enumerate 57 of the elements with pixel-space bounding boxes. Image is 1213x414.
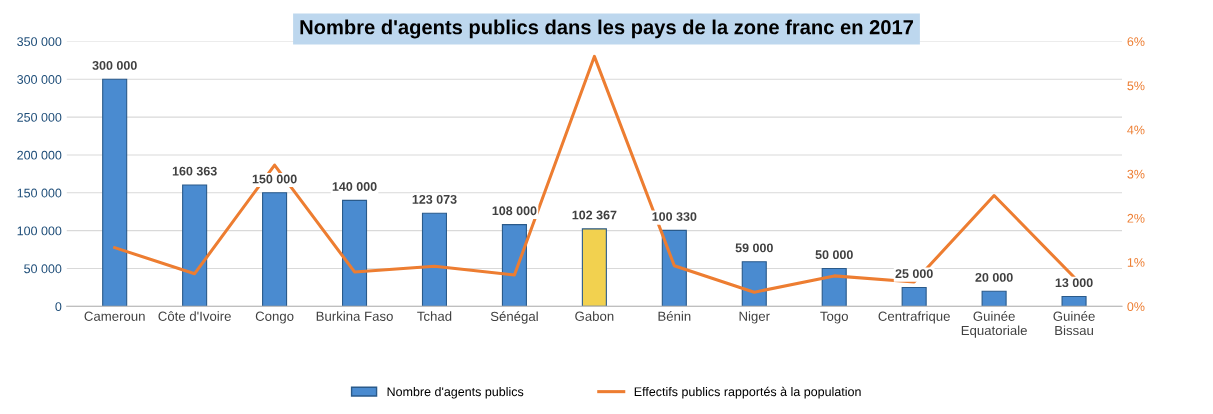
y2-tick-label: 5% xyxy=(1127,81,1145,91)
data-label: 300 000 xyxy=(92,60,137,70)
y2-tick-label: 0% xyxy=(1127,302,1145,312)
y2-tick-label: 3% xyxy=(1127,169,1145,179)
bar xyxy=(901,286,927,307)
legend-label: Nombre d'agents publics xyxy=(387,386,524,399)
x-tick-label: Tchad xyxy=(417,311,452,321)
y2-tick-label: 1% xyxy=(1127,258,1145,267)
x-tick-label: Sénégal xyxy=(490,311,538,324)
y-tick-label: 50 000 xyxy=(24,264,62,274)
data-label: 25 000 xyxy=(895,269,933,279)
y2-tick-label: 6% xyxy=(1127,37,1145,47)
x-tick-label: Guinée Equatoriale xyxy=(961,311,1027,338)
bar xyxy=(821,267,847,307)
data-label: 50 000 xyxy=(815,250,853,260)
x-tick-label: Gabon xyxy=(575,311,614,321)
x-tick-label: Côte d'Ivoire xyxy=(158,311,231,321)
x-tick-label: Guinée Bissau xyxy=(1053,311,1095,336)
bar xyxy=(981,290,1007,307)
data-label: 100 330 xyxy=(652,212,697,222)
x-tick-label: Bénin xyxy=(658,311,691,321)
data-label: 108 000 xyxy=(492,206,537,216)
y-tick-label: 100 000 xyxy=(17,226,62,236)
y2-tick-label: 2% xyxy=(1127,213,1145,223)
y-tick-label: 300 000 xyxy=(17,75,62,84)
y-tick-label: 150 000 xyxy=(17,188,62,198)
y-tick-label: 0 xyxy=(55,302,62,312)
bar xyxy=(421,212,448,307)
data-label: 123 073 xyxy=(412,194,457,204)
bar xyxy=(182,184,208,307)
bar xyxy=(341,199,368,307)
x-tick-label: Niger xyxy=(739,311,770,324)
y2-tick-label: 4% xyxy=(1127,125,1145,135)
y-tick-label: 250 000 xyxy=(17,112,62,122)
data-label: 59 000 xyxy=(735,243,773,253)
data-label: 140 000 xyxy=(332,182,377,191)
chart-title: Nombre d'agents publics dans les pays de la zone franc en 2017 xyxy=(300,19,914,39)
x-tick-label: Cameroun xyxy=(84,311,145,321)
x-tick-label: Togo xyxy=(820,311,848,324)
x-tick-label: Burkina Faso xyxy=(316,311,393,321)
x-tick-label: Congo xyxy=(255,311,294,324)
data-label: 160 363 xyxy=(172,166,217,176)
y-tick-label: 350 000 xyxy=(17,37,62,47)
data-label: 102 367 xyxy=(572,210,617,220)
bar xyxy=(581,228,607,307)
bar xyxy=(1061,295,1087,307)
bar xyxy=(262,192,288,307)
data-label: 150 000 xyxy=(252,174,297,184)
bar xyxy=(741,261,767,307)
y-tick-label: 200 000 xyxy=(17,150,62,160)
x-tick-label: Centrafrique xyxy=(878,311,950,324)
bar xyxy=(501,224,527,307)
legend-label: Effectifs publics rapportés à la population xyxy=(634,386,861,399)
data-label: 20 000 xyxy=(975,272,1013,282)
data-label: 13 000 xyxy=(1055,278,1093,288)
bar xyxy=(102,78,128,307)
bar xyxy=(661,229,687,307)
